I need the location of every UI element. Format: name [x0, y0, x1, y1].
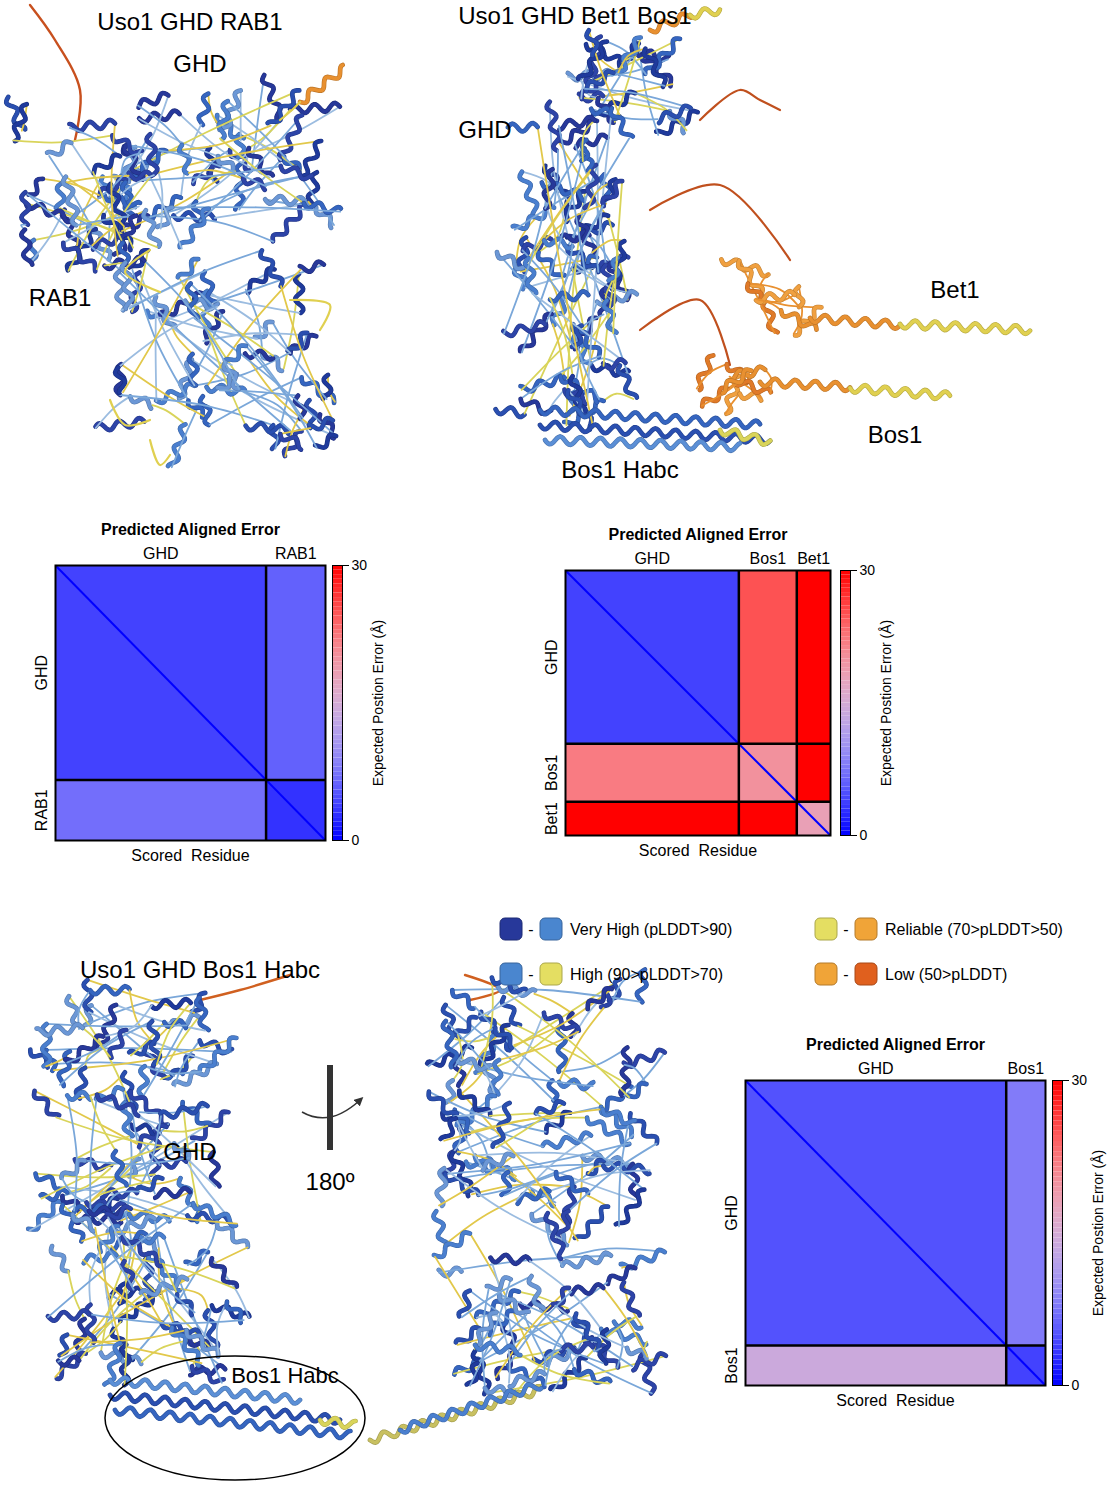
- svg-text:-: -: [843, 921, 848, 938]
- svg-text:GHD: GHD: [173, 50, 226, 77]
- svg-text:Bos1 Habc: Bos1 Habc: [231, 1363, 339, 1388]
- svg-text:Uso1 GHD Bet1 Bos1: Uso1 GHD Bet1 Bos1: [458, 2, 691, 29]
- svg-text:Reliable (70>pLDDT>50): Reliable (70>pLDDT>50): [885, 921, 1063, 938]
- svg-text:GHD: GHD: [543, 639, 560, 675]
- svg-text:-: -: [528, 966, 533, 983]
- svg-text:Very High (pLDDT>90): Very High (pLDDT>90): [570, 921, 732, 938]
- svg-text:Bet1: Bet1: [797, 550, 830, 567]
- svg-text:Bos1: Bos1: [723, 1347, 740, 1384]
- svg-text:GHD: GHD: [458, 116, 511, 143]
- svg-text:Scored Residue: Scored Residue: [639, 842, 757, 859]
- svg-text:GHD: GHD: [858, 1060, 894, 1077]
- svg-text:Bet1: Bet1: [930, 276, 979, 303]
- svg-text:High (90>pLDDT>70): High (90>pLDDT>70): [570, 966, 723, 983]
- svg-text:Bos1: Bos1: [543, 754, 560, 791]
- svg-text:GHD: GHD: [33, 655, 50, 691]
- svg-text:GHD: GHD: [143, 545, 179, 562]
- svg-text:Predicted Aligned Error: Predicted Aligned Error: [101, 521, 280, 538]
- svg-text:0: 0: [1072, 1377, 1080, 1393]
- svg-text:Predicted Aligned Error: Predicted Aligned Error: [806, 1036, 985, 1053]
- svg-text:Uso1 GHD RAB1: Uso1 GHD RAB1: [97, 8, 282, 35]
- svg-text:-: -: [528, 921, 533, 938]
- svg-text:Expected Postion Error (Å): Expected Postion Error (Å): [1090, 1150, 1106, 1317]
- svg-text:Expected Postion Error (Å): Expected Postion Error (Å): [370, 620, 386, 787]
- svg-text:Low (50>pLDDT): Low (50>pLDDT): [885, 966, 1007, 983]
- svg-text:Bos1 Habc: Bos1 Habc: [561, 456, 678, 483]
- svg-text:GHD: GHD: [163, 1138, 216, 1165]
- svg-text:30: 30: [1072, 1072, 1088, 1088]
- svg-text:RAB1: RAB1: [275, 545, 317, 562]
- svg-text:-: -: [843, 966, 848, 983]
- svg-text:GHD: GHD: [723, 1195, 740, 1231]
- svg-text:Bos1: Bos1: [750, 550, 787, 567]
- svg-text:RAB1: RAB1: [29, 284, 92, 311]
- svg-text:Expected Postion Error (Å): Expected Postion Error (Å): [878, 620, 894, 787]
- svg-text:Bos1: Bos1: [868, 421, 923, 448]
- svg-text:Bet1: Bet1: [543, 802, 560, 835]
- svg-text:0: 0: [860, 827, 868, 843]
- svg-text:Scored Residue: Scored Residue: [836, 1392, 954, 1409]
- svg-text:30: 30: [352, 557, 368, 573]
- svg-text:Predicted Aligned Error: Predicted Aligned Error: [609, 526, 788, 543]
- svg-text:0: 0: [352, 832, 360, 848]
- svg-text:30: 30: [860, 562, 876, 578]
- svg-text:Bos1: Bos1: [1008, 1060, 1045, 1077]
- svg-text:Scored Residue: Scored Residue: [131, 847, 249, 864]
- svg-text:GHD: GHD: [634, 550, 670, 567]
- svg-text:RAB1: RAB1: [33, 789, 50, 831]
- svg-text:180º: 180º: [306, 1168, 355, 1195]
- svg-text:Uso1 GHD Bos1 Habc: Uso1 GHD Bos1 Habc: [80, 956, 320, 983]
